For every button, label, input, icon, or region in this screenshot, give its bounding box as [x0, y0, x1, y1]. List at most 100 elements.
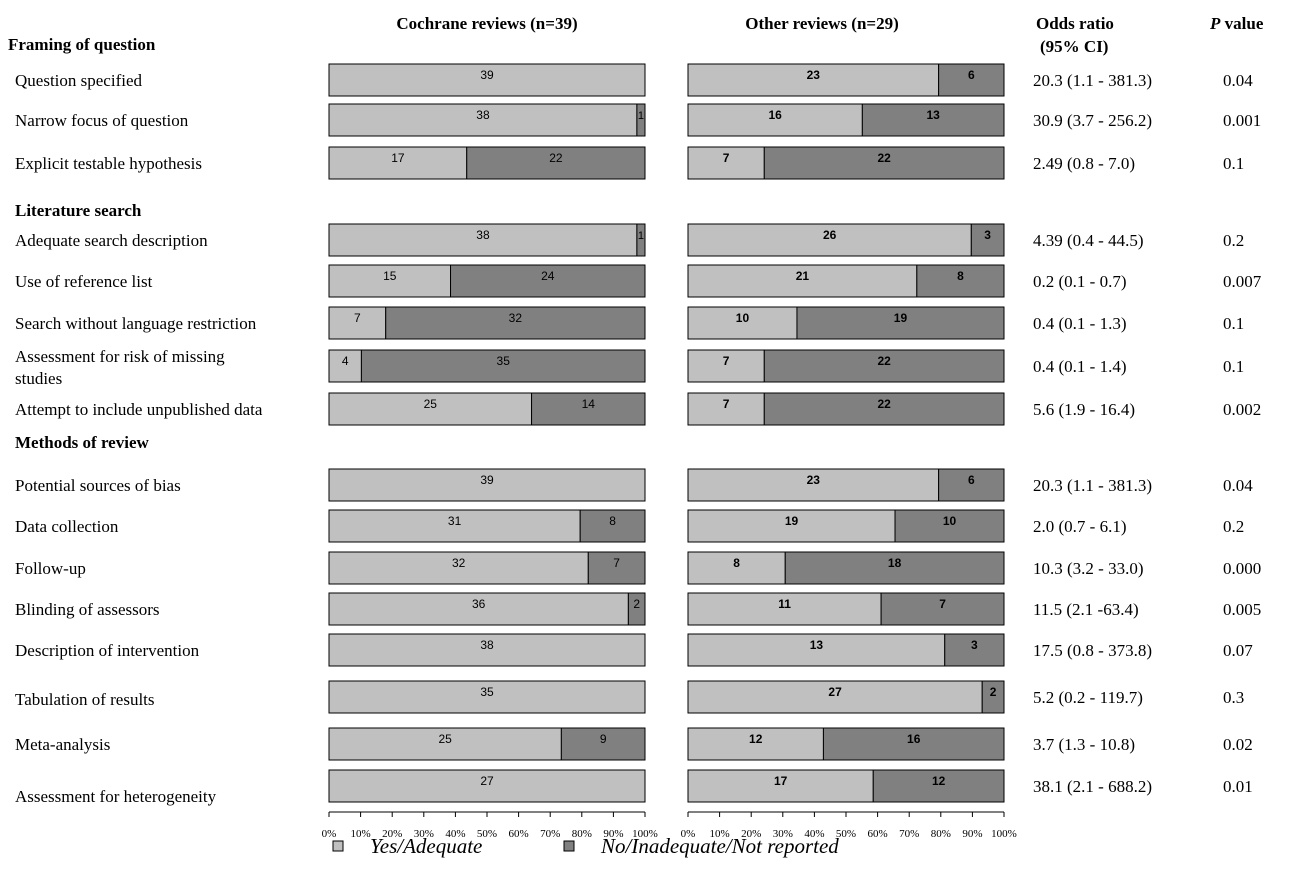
row-label: Blinding of assessors: [15, 600, 160, 619]
bar-other-yes: [687, 392, 765, 426]
bar-other-yes: [687, 349, 765, 383]
bar-value-label: 32: [509, 311, 523, 325]
bar-value-label: 27: [480, 774, 494, 788]
chart-row: Assessment for risk of missing studies 4 35…: [15, 347, 1244, 388]
chart-row: Data collection 31 8 19 10 2.0 (0.7 - 6.1) 0.2: [15, 509, 1244, 543]
bar-other-yes: [687, 103, 863, 137]
cochrane-header: Cochrane reviews (n=39): [396, 14, 577, 33]
x-tick-label: 10%: [710, 828, 730, 840]
x-tick-label: 20%: [741, 828, 761, 840]
row-label: Narrow focus of question: [15, 111, 189, 130]
bar-value-label: 12: [932, 774, 946, 788]
chart-row: Search without language restriction 7 32 10…: [15, 306, 1244, 340]
bar-other-no: [916, 264, 1005, 298]
bar-cochrane-yes: [328, 727, 562, 761]
chart-row: Adequate search description 38 1 26 3 4.39 (0…: [15, 223, 1244, 257]
bar-cochrane-yes: [328, 551, 589, 585]
bar-other-yes: [687, 509, 896, 543]
x-tick-label: 70%: [899, 828, 919, 840]
x-tick-label: 0%: [681, 828, 696, 840]
chart-row: Tabulation of results 35 27 2 5.2 (0.2 - 119…: [15, 680, 1244, 714]
bar-value-label: 15: [383, 269, 397, 283]
bar-cochrane-no: [627, 592, 646, 626]
bar-other-yes: [687, 146, 765, 180]
chart-axes: 0% 10% 20% 30% 40% 50% 60% 70% 80% 90% 100% 0% 10% 20…: [322, 811, 1017, 840]
section-heading-methods: Methods of review: [15, 433, 149, 452]
bar-value-label: 36: [472, 597, 486, 611]
odds-ratio-value: 3.7 (1.3 - 10.8): [1033, 735, 1135, 754]
row-label: Tabulation of results: [15, 690, 155, 709]
bar-value-label: 7: [723, 354, 730, 368]
bar-other-no: [880, 592, 1005, 626]
bar-cochrane-yes: [328, 223, 638, 257]
bar-value-label: 6: [968, 68, 975, 82]
p-value: 0.04: [1223, 71, 1253, 90]
row-label: Follow-up: [15, 559, 86, 578]
x-tick-label: 90%: [603, 828, 623, 840]
bar-value-label: 13: [810, 638, 824, 652]
bar-value-label: 24: [541, 269, 555, 283]
p-value: 0.1: [1223, 357, 1244, 376]
odds-ratio-value: 5.6 (1.9 - 16.4): [1033, 400, 1135, 419]
row-label: Meta-analysis: [15, 735, 110, 754]
bar-cochrane-yes: [328, 633, 646, 667]
bar-cochrane-no: [450, 264, 646, 298]
x-tick-label: 50%: [477, 828, 497, 840]
bar-other-yes: [687, 551, 786, 585]
bar-other-yes: [687, 223, 972, 257]
bar-other-no: [822, 727, 1005, 761]
bar-cochrane-yes: [328, 680, 646, 714]
row-label: Use of reference list: [15, 272, 153, 291]
chart-rows: Question specified 39 23 6 20.3 (1.1 - 381.3…: [15, 63, 1262, 806]
bar-value-label: 21: [796, 269, 810, 283]
row-label: Potential sources of bias: [15, 476, 181, 495]
bar-cochrane-no: [636, 223, 646, 257]
x-tick-label: 60%: [509, 828, 529, 840]
bar-cochrane-no: [385, 306, 646, 340]
bar-cochrane-no: [360, 349, 646, 383]
section-heading-framing: Framing of question: [8, 35, 156, 54]
legend-no-label: No/Inadequate/Not reported: [600, 834, 839, 858]
chart-row: Attempt to include unpublished data 25 14 7…: [15, 392, 1261, 426]
bar-cochrane-no: [466, 146, 646, 180]
p-value: 0.2: [1223, 517, 1244, 536]
bar-value-label: 35: [480, 685, 494, 699]
bar-value-label: 7: [354, 311, 361, 325]
bar-value-label: 38: [480, 638, 494, 652]
bar-other-yes: [687, 264, 918, 298]
bar-value-label: 4: [342, 354, 349, 368]
bar-value-label: 35: [497, 354, 511, 368]
bar-cochrane-yes: [328, 146, 468, 180]
bar-value-label: 8: [957, 269, 964, 283]
legend-no-swatch: [563, 840, 575, 852]
bar-other-yes: [687, 769, 874, 803]
bar-cochrane-no: [560, 727, 646, 761]
odds-ratio-value: 2.0 (0.7 - 6.1): [1033, 517, 1126, 536]
bar-other-no: [796, 306, 1005, 340]
bar-cochrane-yes: [328, 509, 581, 543]
bar-value-label: 14: [582, 397, 596, 411]
p-value-header-rest: value: [1220, 14, 1263, 33]
p-value: 0.04: [1223, 476, 1253, 495]
p-value: 0.000: [1223, 559, 1261, 578]
bar-other-no: [944, 633, 1005, 667]
bar-other-no: [763, 146, 1005, 180]
bar-other-no: [981, 680, 1005, 714]
p-value: 0.2: [1223, 231, 1244, 250]
bar-value-label: 38: [476, 108, 490, 122]
chart-row: Description of intervention 38 13 3 17.5 (0.…: [15, 633, 1253, 667]
x-tick-label: 80%: [931, 828, 951, 840]
row-label: Explicit testable hypothesis: [15, 154, 202, 173]
bar-cochrane-no: [531, 392, 646, 426]
odds-ratio-ci-header: (95% CI): [1040, 37, 1108, 56]
row-label: Description of intervention: [15, 641, 200, 660]
legend-yes-label: Yes/Adequate: [370, 834, 482, 858]
odds-ratio-value: 10.3 (3.2 - 33.0): [1033, 559, 1143, 578]
row-label: Search without language restriction: [15, 314, 257, 333]
bar-value-label: 9: [600, 732, 607, 746]
bar-cochrane-yes: [328, 349, 362, 383]
bar-other-yes: [687, 633, 946, 667]
bar-value-label: 19: [785, 514, 799, 528]
row-label: Assessment for risk of missing: [15, 347, 225, 366]
p-value: 0.007: [1223, 272, 1262, 291]
